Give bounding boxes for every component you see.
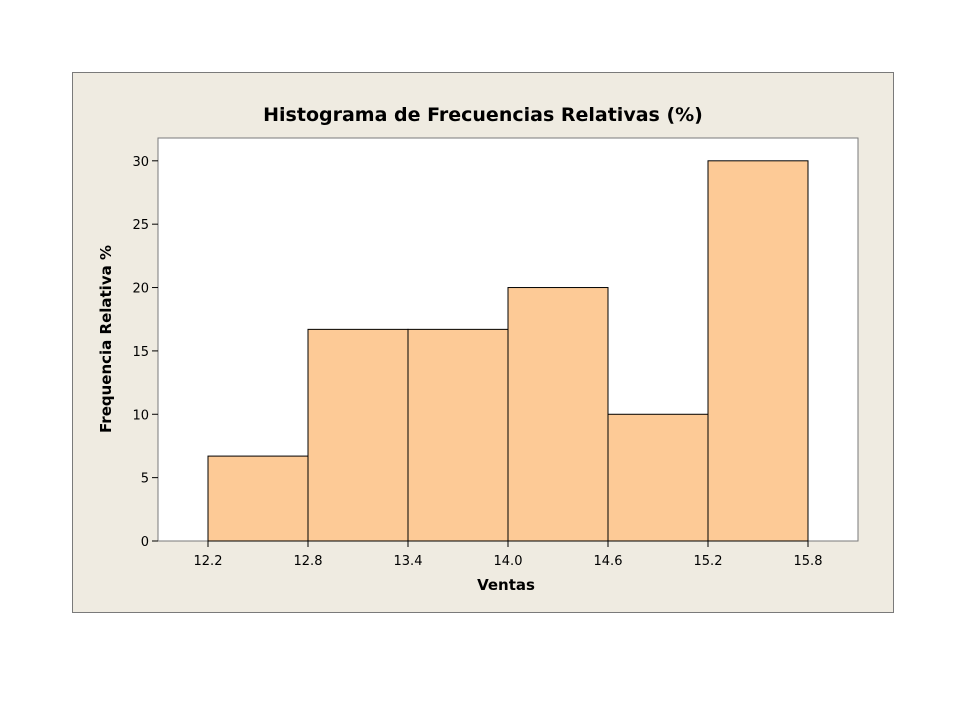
chart-title: Histograma de Frecuencias Relativas (%) [263, 104, 703, 126]
histogram-bar [307, 328, 409, 542]
x-tick-label: 12.2 [194, 554, 223, 569]
histogram-bar [207, 455, 309, 542]
y-tick-label: 15 [132, 345, 149, 360]
x-axis: 12.2 12.8 13.4 14.0 14.6 15.2 15.8 [194, 541, 823, 569]
x-tick-label: 15.8 [794, 554, 823, 569]
y-tick-label: 5 [141, 472, 149, 487]
x-tick-label: 15.2 [694, 554, 723, 569]
x-tick-label: 14.6 [594, 554, 623, 569]
y-axis-label: Frequencia Relativa % [97, 245, 115, 433]
histogram-bar [707, 160, 809, 542]
y-tick-label: 25 [132, 218, 149, 233]
y-tick-label: 20 [132, 282, 149, 297]
bars-group [207, 160, 809, 542]
histogram-bar [407, 328, 509, 542]
y-tick-label: 30 [132, 155, 149, 170]
x-axis-label: Ventas [477, 576, 535, 594]
x-tick-label: 12.8 [294, 554, 323, 569]
x-tick-label: 14.0 [494, 554, 523, 569]
histogram-bar [607, 413, 709, 542]
x-tick-label: 13.4 [394, 554, 423, 569]
y-tick-label: 10 [132, 408, 149, 423]
histogram-bar [507, 287, 609, 542]
y-axis: 0 5 10 15 20 25 30 [132, 155, 158, 550]
figure-panel: Histograma de Frecuencias Relativas (%) … [72, 72, 894, 613]
histogram-chart: Histograma de Frecuencias Relativas (%) … [97, 104, 859, 594]
y-tick-label: 0 [141, 535, 149, 550]
